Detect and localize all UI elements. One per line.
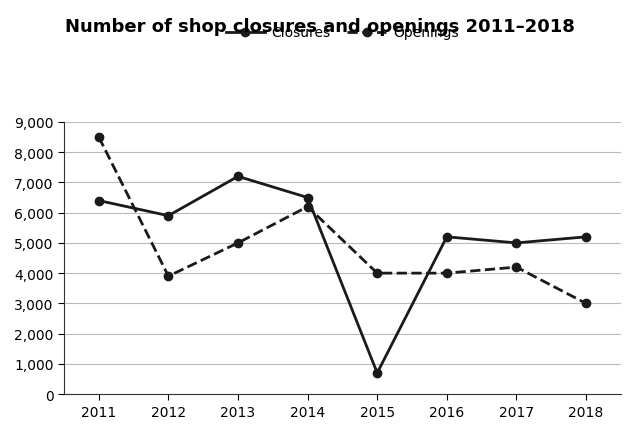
Openings (373, 271, 381, 276)
Closures (513, 241, 520, 246)
Closures (164, 214, 172, 219)
Openings (582, 301, 590, 306)
Openings (443, 271, 451, 276)
Closures (234, 174, 242, 180)
Text: Number of shop closures and openings 2011–2018: Number of shop closures and openings 201… (65, 18, 575, 35)
Openings (304, 205, 312, 210)
Openings (234, 241, 242, 246)
Closures (95, 198, 102, 204)
Closures (373, 371, 381, 376)
Line: Openings: Openings (95, 134, 590, 308)
Closures (443, 235, 451, 240)
Openings (164, 274, 172, 279)
Closures (304, 195, 312, 201)
Openings (95, 135, 102, 140)
Openings (513, 265, 520, 270)
Line: Closures: Closures (95, 173, 590, 377)
Legend: Closures, Openings: Closures, Openings (226, 26, 459, 40)
Closures (582, 235, 590, 240)
